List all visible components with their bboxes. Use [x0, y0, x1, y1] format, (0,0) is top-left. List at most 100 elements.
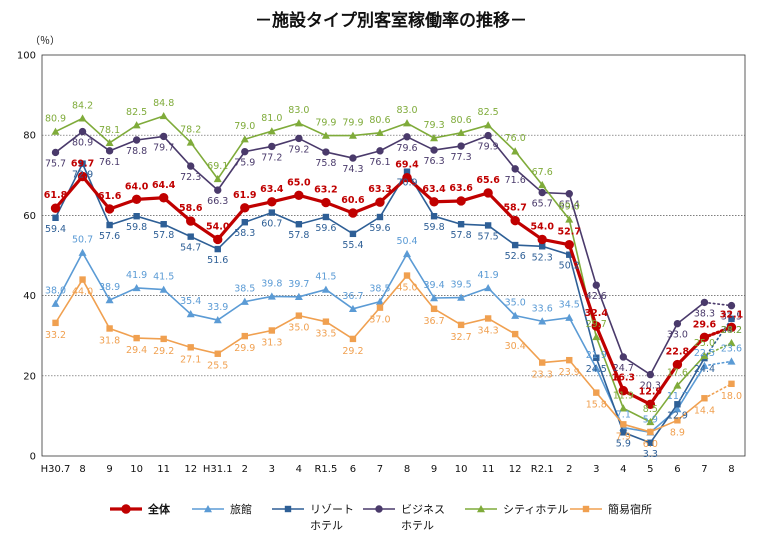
data-point [484, 283, 493, 292]
x-tick-label: 5 [647, 464, 653, 475]
data-label: 23.9 [559, 367, 580, 378]
data-point [159, 132, 168, 141]
x-tick-label: 6 [674, 464, 680, 475]
data-point [77, 171, 88, 182]
data-point [430, 294, 439, 302]
data-label: 42.6 [586, 291, 607, 302]
data-label: 59.8 [423, 222, 444, 233]
data-label: 57.5 [478, 231, 499, 242]
data-label: 36.7 [342, 291, 363, 302]
legend-label: リゾート [310, 503, 354, 516]
data-point [375, 505, 383, 513]
x-tick-label: 8 [79, 464, 85, 475]
data-point [593, 389, 600, 396]
data-label: 61.6 [98, 191, 122, 202]
series-シティホテル [51, 111, 736, 426]
data-point [674, 401, 681, 408]
data-point [403, 168, 411, 175]
data-point [457, 293, 466, 301]
data-label: 59.4 [45, 224, 66, 235]
x-tick-label: 6 [350, 464, 356, 475]
data-point [592, 364, 601, 372]
plot-frame [41, 54, 746, 457]
data-label: 24.5 [586, 364, 607, 375]
data-label: 54.7 [180, 243, 201, 254]
data-label: 65.7 [532, 199, 553, 210]
y-tick-label: 100 [17, 51, 36, 62]
data-label: 84.2 [72, 100, 93, 111]
x-tick-label: 4 [296, 464, 302, 475]
data-point [50, 203, 61, 213]
data-label: 29.4 [126, 345, 147, 356]
data-label: 58.7 [503, 203, 526, 214]
data-point [700, 298, 709, 307]
data-point [403, 133, 411, 141]
data-point [295, 221, 303, 228]
data-label: 59.6 [369, 223, 390, 234]
data-label: 76.0 [505, 133, 526, 144]
x-tick-label: R2.1 [531, 464, 554, 475]
series-line-dotted [702, 325, 734, 339]
data-label: 33.0 [667, 330, 688, 341]
data-point [349, 154, 357, 162]
series-layer [50, 111, 737, 446]
data-point [457, 321, 465, 329]
series-line-dotted [703, 342, 733, 357]
data-point [51, 299, 60, 307]
data-point [538, 317, 547, 325]
data-label: 59.8 [126, 222, 147, 233]
data-label: 6.0 [643, 439, 658, 450]
data-label: 58.3 [234, 228, 255, 239]
x-tick-label: 11 [482, 464, 495, 475]
data-point [349, 335, 357, 343]
data-point [78, 114, 87, 122]
data-point [132, 121, 141, 129]
data-label: 82.5 [126, 107, 147, 118]
data-point [104, 204, 115, 214]
data-label: 61.8 [44, 190, 68, 201]
data-point [268, 327, 276, 334]
x-tick-label: 3 [269, 464, 275, 475]
data-label: 5.9 [616, 438, 631, 449]
data-label-layer: 38.0 50.7 38.9 41.9 41.5 35.4 33.9 38.5 39.8 39.7… [44, 98, 743, 460]
data-label: 78.2 [180, 124, 201, 135]
data-point [728, 315, 735, 323]
data-point [511, 165, 519, 173]
data-point [647, 428, 654, 436]
legend-label: シティホテル [503, 503, 568, 516]
data-point [672, 359, 683, 370]
legend-label: 旅館 [230, 502, 252, 516]
data-label: 7.1 [616, 410, 631, 421]
x-tick-label: 2 [242, 464, 248, 475]
data-label: 41.5 [153, 272, 174, 283]
data-label: 79.9 [315, 118, 336, 129]
data-label: 32.1 [720, 309, 743, 320]
data-label: 41.9 [126, 270, 147, 281]
data-point [673, 319, 682, 328]
data-point [52, 319, 59, 327]
data-point [457, 221, 465, 228]
data-label: 5.9 [643, 414, 658, 425]
data-label: 80.6 [451, 115, 472, 126]
data-point [348, 131, 357, 139]
data-label: 79.6 [396, 143, 417, 154]
data-label: 36.7 [423, 316, 444, 327]
data-point [105, 147, 114, 155]
data-point [78, 248, 87, 256]
data-label: 22.5 [694, 348, 715, 359]
data-label: 14.4 [694, 405, 715, 416]
data-label: 8.5 [643, 404, 658, 415]
data-label: 33.6 [532, 303, 553, 314]
data-label: 29.9 [234, 343, 255, 354]
data-point [322, 318, 330, 325]
data-point [186, 310, 195, 318]
data-label: 30.4 [505, 341, 526, 352]
data-label: 28.2 [721, 325, 742, 336]
data-point [592, 332, 601, 341]
data-label: 79.2 [288, 144, 309, 155]
data-point [321, 285, 330, 293]
data-point [132, 136, 141, 144]
data-point [537, 234, 547, 245]
